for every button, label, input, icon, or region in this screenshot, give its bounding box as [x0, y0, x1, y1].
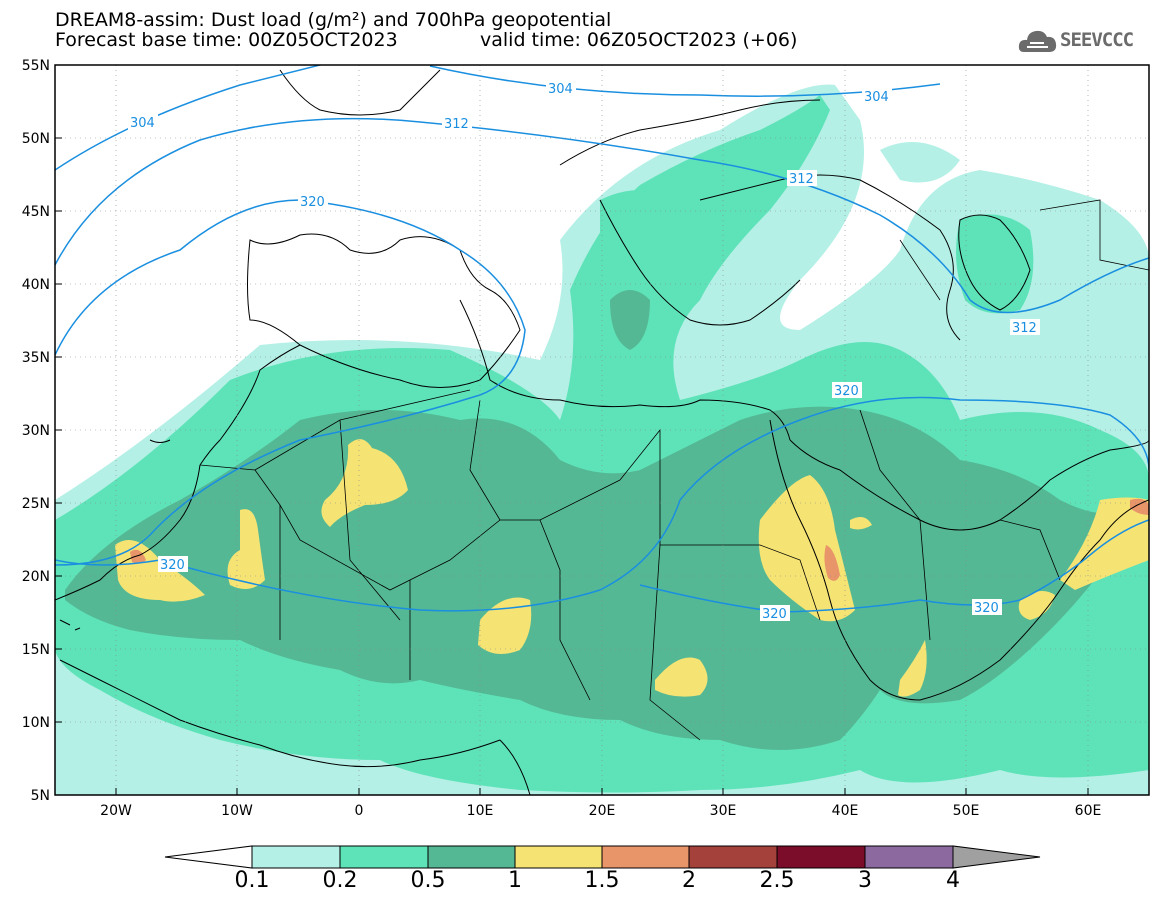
contour-label: 304 [130, 116, 155, 131]
lon-label: 40E [832, 803, 859, 819]
lat-label: 25N [22, 496, 50, 512]
lat-label: 5N [31, 788, 50, 804]
colorbar-swatch [427, 845, 516, 869]
colorbar-label: 0.5 [410, 868, 446, 893]
lat-label: 15N [22, 642, 50, 658]
cloud-icon [1018, 30, 1057, 52]
contour-label: 312 [444, 117, 469, 132]
lat-label: 30N [22, 423, 50, 439]
logo-text: SEEVCCC [1060, 29, 1134, 51]
contour-label: 320 [762, 607, 787, 622]
lat-label: 35N [22, 350, 50, 366]
lat-label: 10N [22, 715, 50, 731]
colorbar-label: 1 [508, 868, 522, 893]
longitude-labels: 20W 10W 0 10E 20E 30E 40E 50E 60E [100, 803, 1101, 819]
lat-label: 40N [22, 277, 50, 293]
lon-label: 20E [589, 803, 616, 819]
colorbar-label: 3 [858, 868, 872, 893]
contour-label: 312 [789, 172, 814, 187]
lon-label: 10E [467, 803, 494, 819]
lat-label: 20N [22, 569, 50, 585]
colorbar-swatch [601, 845, 690, 869]
contour-label: 320 [834, 384, 859, 399]
colorbar-swatch [776, 845, 866, 869]
colorbar-label: 4 [946, 868, 960, 893]
map-title: DREAM8-assim: Dust load (g/m²) and 700hP… [55, 9, 612, 31]
colorbar-swatch [339, 845, 429, 869]
colorbar-label: 1.5 [584, 868, 620, 893]
colorbar-swatch [864, 845, 954, 869]
contour-label: 320 [300, 195, 325, 210]
seevccc-logo: SEEVCCC [1018, 26, 1158, 56]
contour-label: 312 [1012, 321, 1037, 336]
colorbar [164, 845, 1041, 869]
colorbar-swatch [688, 845, 778, 869]
country-borders [199, 199, 1149, 741]
forecast-base-time: Forecast base time: 00Z05OCT2023 [55, 29, 398, 51]
colorbar-label: 2 [682, 868, 696, 893]
lon-label: 0 [355, 803, 364, 819]
contour-label: 304 [864, 90, 889, 105]
lat-label: 45N [22, 204, 50, 220]
contour-label-group: 304 304 304 312 312 312 320 320 320 320 … [128, 80, 1040, 622]
lon-label: 60E [1075, 803, 1102, 819]
colorbar-label: 0.1 [234, 868, 270, 893]
dust-level-05-area [65, 290, 1120, 750]
lat-label: 55N [22, 58, 50, 74]
colorbar-label: 2.5 [759, 868, 795, 893]
latitude-labels: 55N 50N 45N 40N 35N 30N 25N 20N 15N 10N … [22, 58, 50, 804]
dust-level-1-area [115, 439, 1149, 697]
lon-label: 20W [100, 803, 132, 819]
colorbar-label: 0.2 [322, 868, 358, 893]
contour-label: 320 [160, 558, 185, 573]
contour-label: 320 [974, 601, 999, 616]
lon-label: 30E [710, 803, 737, 819]
contour-label: 304 [548, 82, 573, 97]
colorbar-swatch [514, 845, 603, 869]
gridlines [55, 65, 1149, 795]
valid-time: valid time: 06Z05OCT2023 (+06) [480, 29, 798, 51]
dust-level-15-area [130, 498, 1149, 581]
colorbar-max-arrow [952, 845, 1041, 869]
axis-ticks [55, 64, 1089, 796]
lat-label: 50N [22, 131, 50, 147]
coastlines [55, 69, 1149, 795]
colorbar-swatch [251, 845, 341, 869]
lon-label: 50E [953, 803, 980, 819]
lon-label: 10W [221, 803, 253, 819]
colorbar-min-arrow [164, 845, 253, 869]
